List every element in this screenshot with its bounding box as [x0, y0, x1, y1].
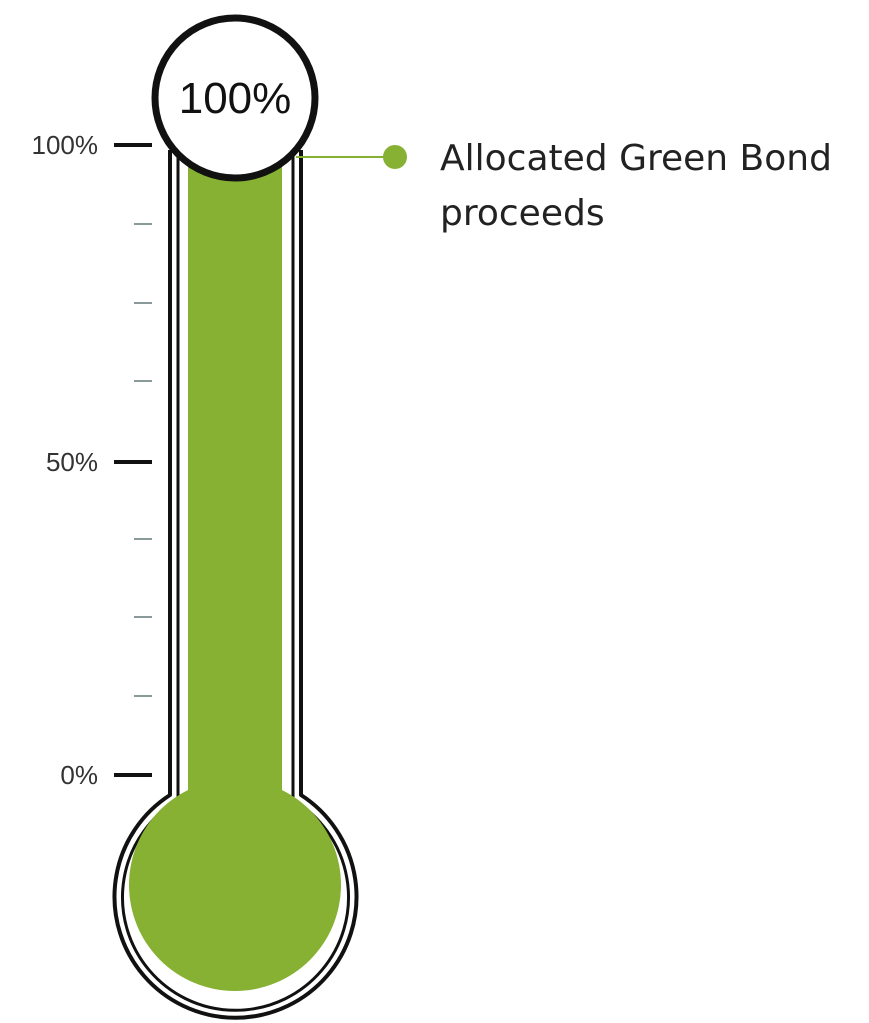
thermometer-inner-outline [121, 150, 350, 1012]
tick-label-100: 100% [32, 130, 99, 160]
tick-label-50: 50% [46, 447, 98, 477]
legend-label-line-1: Allocated Green Bond [440, 138, 832, 179]
thermometer-fill-bar [188, 150, 282, 850]
legend-label-line-2: proceeds [440, 193, 605, 234]
legend-marker [383, 145, 407, 169]
tick-label-0: 0% [60, 760, 98, 790]
value-badge-label: 100% [179, 74, 292, 123]
value-badge [151, 14, 319, 182]
thermometer-bulb [129, 779, 341, 991]
